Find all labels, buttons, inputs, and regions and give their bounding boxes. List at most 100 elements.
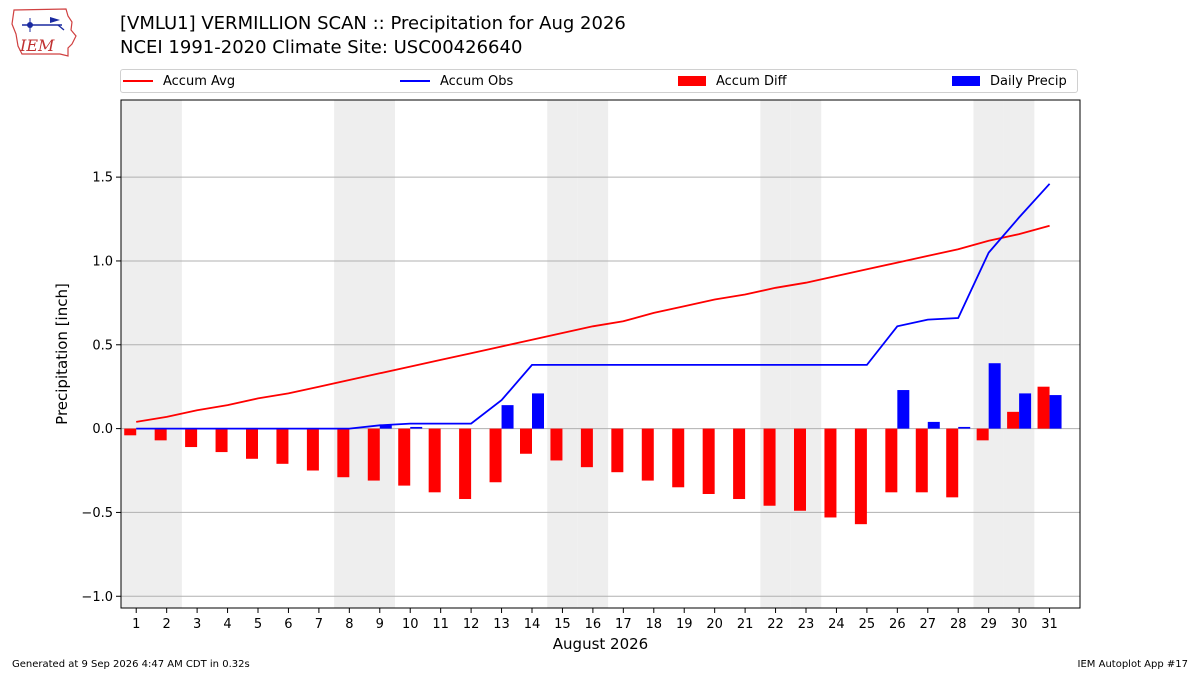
weekend-shade [1003,100,1035,608]
accum-diff-bar [1037,386,1050,429]
y-tick-label: 0.0 [92,422,113,437]
legend-label-accum-obs: Accum Obs [440,73,514,89]
weekend-shade [547,100,578,608]
generated-timestamp: Generated at 9 Sep 2026 4:47 AM CDT in 0… [12,659,250,670]
accum-diff-bar [854,428,867,525]
legend-swatch-accum-diff [678,76,706,86]
logo-text: IEM [19,36,55,55]
x-tick-label: 17 [615,617,632,632]
x-tick-label: 15 [554,617,571,632]
weekend-shade [151,100,182,608]
x-tick-label: 2 [163,617,171,632]
x-tick-label: 25 [859,617,876,632]
accum-diff-bar [520,428,532,454]
x-tick-label: 3 [193,617,201,632]
legend-label-accum-avg: Accum Avg [163,73,236,89]
x-tick-label: 26 [889,617,906,632]
x-tick-label: 18 [646,617,663,632]
x-tick-label: 1 [132,617,140,632]
weekend-shade [790,100,822,608]
accum-diff-bar [641,428,654,481]
x-tick-label: 8 [345,617,353,632]
daily-precip-bar [1019,393,1032,429]
y-tick-label: 1.0 [92,254,113,269]
x-tick-label: 30 [1011,617,1028,632]
accum-diff-bar [1007,411,1020,429]
chart-title: [VMLU1] VERMILLION SCAN :: Precipitation… [120,13,626,34]
accum-avg-line [136,224,1050,423]
accum-diff-bar [702,428,715,494]
x-tick-label: 22 [767,617,784,632]
x-tick-label: 7 [315,617,323,632]
accum-diff-bar [885,428,898,493]
weekend-shade [364,100,395,608]
legend-swatch-daily-precip [952,76,980,86]
legend-swatch-accum-avg [123,80,153,82]
accum-diff-bar [154,428,167,441]
weekend-shade [973,100,1004,608]
x-tick-label: 4 [223,617,231,632]
x-tick-label: 12 [463,617,480,632]
accum-diff-bar [185,428,198,448]
weekend-shade [334,100,365,608]
daily-precip-bar [410,426,423,429]
accum-diff-bar [733,428,746,500]
legend-item-accum-obs: Accum Obs [400,70,513,92]
daily-precip-bar [897,390,910,429]
chart-subtitle: NCEI 1991-2020 Climate Site: USC00426640 [120,37,523,58]
y-tick-label: 1.5 [92,171,113,186]
y-tick-label: −0.5 [81,506,113,521]
plot-frame [120,99,1081,609]
accum-diff-bar [580,428,593,468]
accum-diff-bar [976,428,989,441]
daily-precip-bar [532,393,544,429]
accum-obs-line [136,183,1051,430]
x-axis-label: August 2026 [553,635,648,653]
y-axis-label: Precipitation [inch] [53,283,71,425]
daily-precip-bar [501,405,514,429]
chart-legend: Accum Avg Accum Obs Accum Diff Daily Pre… [120,69,1078,93]
legend-label-daily-precip: Daily Precip [990,73,1067,89]
legend-item-accum-avg: Accum Avg [123,70,235,92]
accum-diff-bar [124,428,137,436]
daily-precip-bar [958,426,971,429]
accum-diff-bar [550,428,563,461]
legend-label-accum-diff: Accum Diff [716,73,787,89]
accum-diff-bar [794,428,806,511]
accum-diff-bar [276,428,289,464]
x-tick-label: 9 [376,617,384,632]
accum-diff-bar [489,428,502,483]
accum-diff-bar [763,428,776,506]
accum-diff-bar [459,428,472,500]
accum-diff-bar [946,428,959,498]
x-tick-label: 29 [980,617,997,632]
accum-diff-bar [611,428,624,473]
x-tick-label: 21 [737,617,754,632]
accum-diff-bar [367,428,380,481]
accum-diff-bar [306,428,319,471]
accum-diff-bar [915,428,928,493]
accum-diff-bar [428,428,441,493]
accum-diff-bar [215,428,228,453]
x-tick-label: 19 [676,617,693,632]
daily-precip-bar [988,363,1001,429]
x-tick-label: 11 [432,617,449,632]
x-tick-label: 23 [798,617,815,632]
x-tick-label: 24 [828,617,845,632]
accum-diff-bar [672,428,685,488]
x-tick-label: 13 [493,617,510,632]
x-tick-label: 10 [402,617,419,632]
y-tick-label: 0.5 [92,338,113,353]
x-tick-label: 16 [585,617,602,632]
x-tick-label: 5 [254,617,262,632]
iem-logo-icon: IEM [11,8,77,57]
y-tick-label: −1.0 [81,590,113,605]
x-tick-label: 20 [706,617,723,632]
accum-diff-bar [246,428,258,459]
legend-item-accum-diff: Accum Diff [678,70,787,92]
accum-diff-bar [398,428,411,486]
daily-precip-bar [1049,395,1062,429]
weekend-shade [760,100,791,608]
daily-precip-bar [379,425,392,429]
